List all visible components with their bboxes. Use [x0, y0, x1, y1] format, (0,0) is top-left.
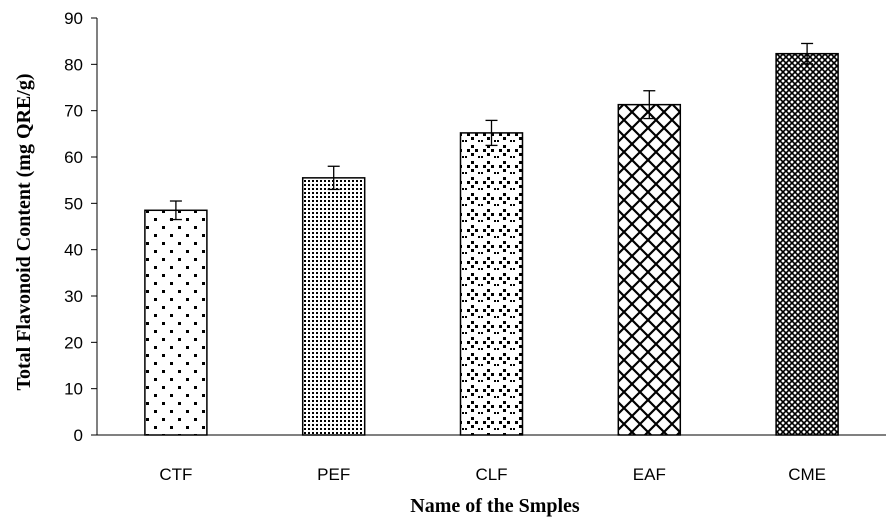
y-axis-ticks: 0 10 20 30 40 50 60 70 80 90	[64, 9, 97, 445]
y-tick-label: 40	[64, 241, 83, 260]
y-tick-label: 70	[64, 102, 83, 121]
y-tick-label: 80	[64, 55, 83, 74]
y-tick-label: 20	[64, 333, 83, 352]
x-tick-label: CLF	[475, 465, 507, 484]
y-tick-label: 0	[74, 426, 83, 445]
bar-eaf	[618, 105, 680, 435]
bar-pef	[303, 178, 365, 435]
x-axis-title: Name of the Smples	[410, 495, 580, 517]
bars	[145, 54, 838, 435]
y-tick-label: 50	[64, 194, 83, 213]
y-tick-label: 30	[64, 287, 83, 306]
y-tick-label: 60	[64, 148, 83, 167]
x-tick-label: CTF	[159, 465, 192, 484]
x-tick-label: CME	[788, 465, 826, 484]
x-tick-label: PEF	[317, 465, 350, 484]
x-axis-category-labels: CTF PEF CLF EAF CME	[159, 465, 826, 484]
bar-clf	[461, 133, 523, 435]
y-tick-label: 90	[64, 9, 83, 28]
bar-cme	[776, 54, 838, 435]
y-tick-label: 10	[64, 380, 83, 399]
y-axis-title: Total Flavonoid Content (mg QRE/g)	[13, 73, 35, 390]
x-tick-label: EAF	[633, 465, 666, 484]
bar-ctf	[145, 210, 207, 435]
